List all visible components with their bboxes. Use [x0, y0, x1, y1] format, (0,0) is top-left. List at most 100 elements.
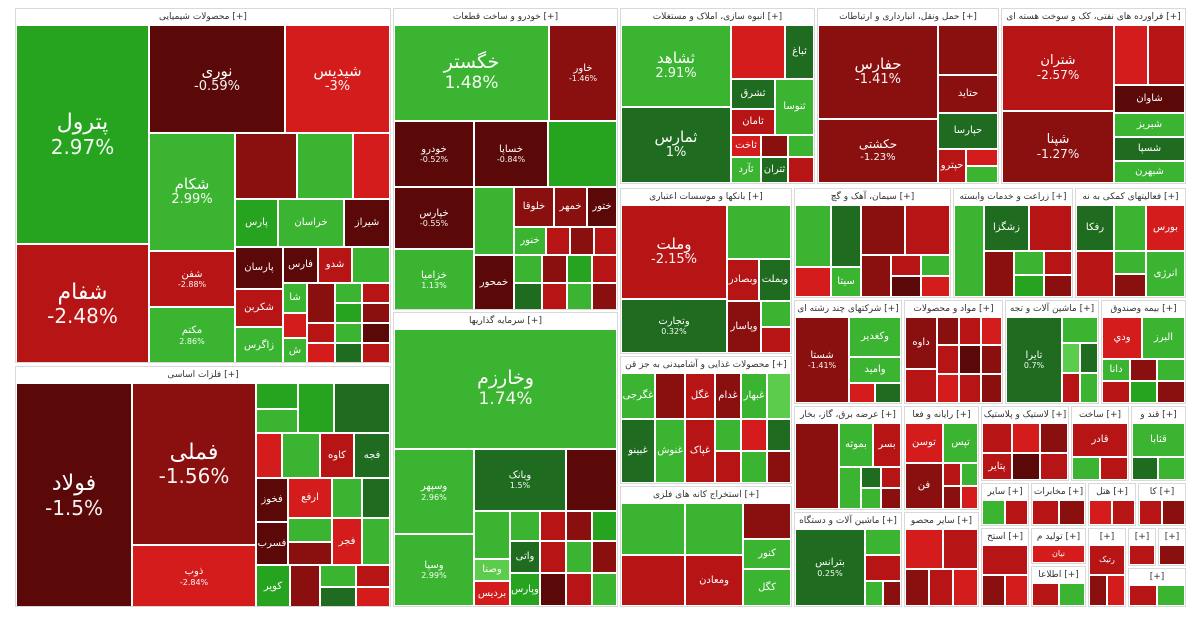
stock-tile[interactable]: [1040, 453, 1068, 480]
stock-tile[interactable]: [592, 541, 617, 573]
stock-tile[interactable]: غنوش: [655, 419, 685, 483]
stock-tile[interactable]: [905, 369, 937, 403]
stock-tile[interactable]: [335, 283, 362, 303]
stock-tile[interactable]: [861, 205, 905, 255]
stock-tile[interactable]: [905, 529, 943, 569]
stock-tile[interactable]: [875, 383, 901, 403]
stock-tile[interactable]: [592, 511, 617, 541]
stock-tile[interactable]: [883, 581, 901, 606]
stock-tile[interactable]: [865, 581, 883, 606]
stock-tile[interactable]: [865, 555, 901, 581]
stock-tile[interactable]: ش: [283, 338, 307, 362]
stock-tile[interactable]: کویر: [256, 565, 290, 606]
stock-tile[interactable]: [566, 573, 592, 606]
stock-tile[interactable]: ختور: [587, 187, 617, 227]
stock-tile[interactable]: [1040, 423, 1068, 453]
stock-tile[interactable]: [982, 500, 1005, 525]
stock-tile[interactable]: [1129, 585, 1157, 606]
stock-tile[interactable]: [982, 423, 1012, 453]
stock-tile[interactable]: ثشرق: [731, 79, 775, 109]
stock-tile[interactable]: وبصادر: [727, 259, 759, 301]
stock-tile[interactable]: شیدیس -3%: [285, 25, 390, 133]
stock-tile[interactable]: [1148, 25, 1185, 85]
stock-tile[interactable]: خاور -1.46%: [549, 25, 617, 121]
sector-header[interactable]: رایانه و فعا [+]: [905, 407, 978, 423]
stock-tile[interactable]: [1014, 275, 1044, 297]
stock-tile[interactable]: [256, 433, 282, 478]
sector-header[interactable]: فعالیتهای کمکی به نه [+]: [1076, 189, 1185, 205]
stock-tile[interactable]: [474, 187, 514, 255]
stock-tile[interactable]: وخارزم 1.74%: [394, 329, 617, 449]
stock-tile[interactable]: [307, 283, 335, 323]
sector-header[interactable]: حمل ونقل، انبارداری و ارتباطات [+]: [818, 9, 998, 25]
stock-tile[interactable]: [981, 317, 1002, 345]
stock-tile[interactable]: [1114, 25, 1148, 85]
stock-tile[interactable]: [320, 587, 356, 606]
stock-tile[interactable]: [795, 205, 831, 267]
stock-tile[interactable]: وصنا: [474, 559, 510, 581]
stock-tile[interactable]: شدو: [318, 247, 352, 283]
stock-tile[interactable]: شسپا: [1114, 137, 1185, 161]
stock-tile[interactable]: بسر: [873, 423, 901, 467]
sector-header[interactable]: ماشین آلات و دستگاه [+]: [795, 513, 901, 529]
stock-tile[interactable]: [335, 303, 362, 323]
stock-tile[interactable]: کگل: [743, 569, 791, 606]
stock-tile[interactable]: [891, 255, 921, 276]
stock-tile[interactable]: فجه: [354, 433, 390, 478]
stock-tile[interactable]: [943, 463, 961, 486]
sector-header[interactable]: استخراج کانه های فلزی [+]: [621, 487, 791, 503]
stock-tile[interactable]: [235, 133, 297, 199]
stock-tile[interactable]: وسپا 2.99%: [394, 534, 474, 606]
stock-tile[interactable]: غدام: [715, 373, 741, 419]
stock-tile[interactable]: وبملت: [759, 259, 791, 301]
stock-tile[interactable]: شاوان: [1114, 85, 1185, 113]
stock-tile[interactable]: فن: [905, 463, 943, 509]
stock-tile[interactable]: [1112, 500, 1135, 525]
stock-tile[interactable]: [570, 227, 594, 255]
stock-tile[interactable]: [592, 255, 617, 283]
stock-tile[interactable]: سیتا: [831, 267, 861, 297]
sector-header[interactable]: [+]: [1159, 529, 1185, 545]
stock-tile[interactable]: [1114, 205, 1146, 251]
stock-tile[interactable]: [731, 25, 785, 79]
stock-tile[interactable]: [1089, 575, 1107, 606]
stock-tile[interactable]: ثآرد: [731, 157, 761, 183]
stock-tile[interactable]: شکربن: [235, 289, 283, 327]
stock-tile[interactable]: [297, 133, 353, 199]
stock-tile[interactable]: [891, 276, 921, 297]
stock-tile[interactable]: [921, 255, 950, 276]
stock-tile[interactable]: وامید: [849, 357, 901, 383]
stock-tile[interactable]: خپارس -0.55%: [394, 187, 474, 249]
sector-header[interactable]: بانکها و موسسات اعتباری [+]: [621, 189, 791, 205]
stock-tile[interactable]: [953, 569, 978, 606]
stock-tile[interactable]: [981, 345, 1002, 374]
stock-tile[interactable]: فملی -1.56%: [132, 383, 256, 545]
stock-tile[interactable]: [831, 205, 861, 267]
stock-tile[interactable]: ومعادن: [685, 555, 743, 606]
stock-tile[interactable]: [567, 283, 592, 309]
stock-tile[interactable]: پتایر: [982, 453, 1012, 480]
stock-tile[interactable]: [320, 565, 356, 587]
stock-tile[interactable]: نوری -0.59%: [149, 25, 285, 133]
sector-header[interactable]: اطلاعا [+]: [1032, 567, 1085, 583]
stock-tile[interactable]: [655, 373, 685, 419]
sector-header[interactable]: بیمه وصندوق [+]: [1102, 301, 1185, 317]
stock-tile[interactable]: [362, 478, 390, 518]
stock-tile[interactable]: [966, 149, 998, 166]
stock-tile[interactable]: [1076, 251, 1114, 297]
stock-tile[interactable]: [1005, 500, 1028, 525]
stock-tile[interactable]: انرژی: [1146, 251, 1185, 297]
stock-tile[interactable]: [290, 565, 320, 606]
stock-tile[interactable]: [546, 227, 570, 255]
stock-tile[interactable]: شکام 2.99%: [149, 133, 235, 251]
stock-tile[interactable]: رفکا: [1076, 205, 1114, 251]
stock-tile[interactable]: [256, 409, 298, 433]
stock-tile[interactable]: ثاخت: [731, 135, 761, 157]
stock-tile[interactable]: [288, 518, 332, 542]
stock-tile[interactable]: [1080, 373, 1098, 403]
stock-tile[interactable]: [982, 575, 1005, 606]
stock-tile[interactable]: حپارسا: [938, 113, 998, 149]
stock-tile[interactable]: ثنوسا: [775, 79, 814, 135]
stock-tile[interactable]: [741, 451, 767, 483]
stock-tile[interactable]: [1044, 275, 1072, 297]
